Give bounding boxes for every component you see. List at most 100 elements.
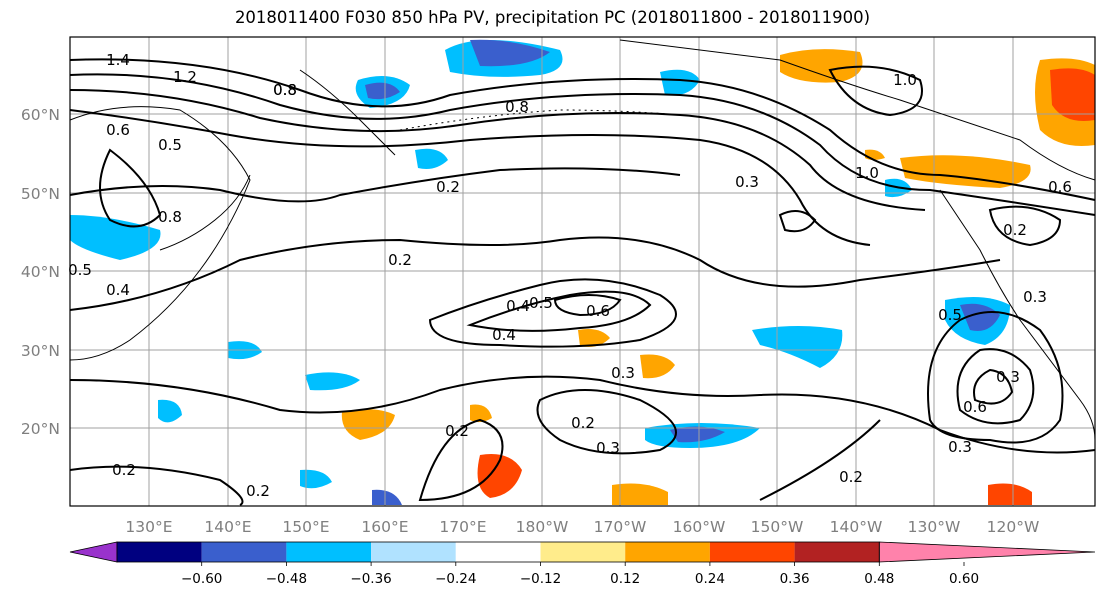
- colorbar-tick-label: −0.24: [435, 571, 476, 587]
- coastline-alaska: [619, 39, 1096, 181]
- contour-label: 0.6: [586, 302, 610, 320]
- pv-contour-line: [536, 389, 677, 455]
- contour-label: 0.2: [246, 482, 270, 500]
- pv-contour-line: [69, 167, 681, 203]
- pos-precip-region: [612, 483, 668, 505]
- pos-precip-region: [578, 329, 610, 347]
- neg-precip-region: [372, 489, 402, 505]
- neg-precip-region: [670, 426, 725, 443]
- pv-contour-line: [99, 148, 162, 228]
- pos-precip-region: [900, 155, 1031, 188]
- contour-label: 0.4: [106, 281, 130, 299]
- colorbar: −0.60 −0.48 −0.36 −0.24 −0.12 0.12 0.24 0.36 0.4…: [69, 541, 1096, 587]
- colorbar-swatch: [709, 542, 795, 562]
- colorbar-tick-label: 0.24: [695, 571, 725, 587]
- contour-label: 0.6: [963, 398, 987, 416]
- contour-label: 0.2: [445, 422, 469, 440]
- pos-precip-region: [640, 354, 675, 379]
- pv-contour-line: [69, 89, 926, 211]
- contour-label: 0.6: [1048, 178, 1072, 196]
- colorbar-swatch: [201, 542, 287, 562]
- colorbar-swatch: [117, 542, 202, 562]
- pos-precip-region: [1050, 68, 1095, 121]
- coastline-kamchatka: [299, 69, 396, 156]
- contour-label: 0.6: [106, 121, 130, 139]
- contour-label: 0.4: [492, 326, 516, 344]
- neg-precip-region: [660, 69, 700, 96]
- pv-contour-line: [69, 109, 871, 246]
- pv-contour-line: [778, 210, 817, 233]
- contour-label: 0.2: [839, 468, 863, 486]
- contour-label: 0.4: [506, 297, 530, 315]
- pos-precip-region: [477, 454, 522, 498]
- pv-contours: [69, 58, 1096, 506]
- lon-tick-label: 140°E: [204, 518, 251, 536]
- pv-contour-line: [988, 205, 1062, 247]
- contour-label: 0.3: [948, 438, 972, 456]
- lon-tick-label: 160°E: [361, 518, 408, 536]
- colorbar-swatch: [794, 542, 880, 562]
- pv-contour-line: [418, 418, 504, 502]
- contour-label: 0.2: [112, 461, 136, 479]
- colorbar-swatch: [286, 542, 372, 562]
- contour-labels: 1.41.20.60.50.80.80.80.2 0.3 1.00.60.50.40…: [68, 51, 1072, 500]
- contour-label: 0.3: [611, 364, 635, 382]
- contour-label: 0.2: [1003, 221, 1027, 239]
- contour-label: 0.2: [571, 414, 595, 432]
- pos-precip-region: [780, 49, 863, 83]
- pv-contour-line: [759, 419, 881, 501]
- neg-precip-region: [365, 82, 400, 100]
- coastlines: [69, 39, 1096, 441]
- neg-precip-region: [305, 372, 360, 391]
- neg-precip-region: [415, 148, 448, 169]
- colorbar-tick-label: −0.36: [350, 571, 391, 587]
- contour-label: 0.2: [388, 251, 412, 269]
- precipitation-shading: [70, 39, 1095, 505]
- colorbar-swatch: [455, 542, 541, 562]
- contour-label: 0.8: [273, 81, 297, 99]
- lat-tick-label: 40°N: [21, 263, 60, 281]
- contour-label: 0.3: [596, 439, 620, 457]
- lon-tick-label: 180°W: [516, 518, 569, 536]
- colorbar-tick-label: 0.48: [864, 571, 894, 587]
- lat-tick-label: 20°N: [21, 420, 60, 438]
- pv-contour-line: [927, 311, 1064, 444]
- pv-contour-line: [466, 290, 652, 332]
- contour-label: 0.8: [273, 81, 297, 99]
- colorbar-tick-label: −0.48: [266, 571, 307, 587]
- contour-label: 1.2: [173, 68, 197, 86]
- colorbar-tick-label: −0.12: [520, 571, 561, 587]
- contour-label: 0.5: [68, 261, 92, 279]
- colorbar-tick-label: 0.60: [949, 571, 979, 587]
- lon-tick-label: 130°E: [125, 518, 172, 536]
- pv-contour-line: [553, 294, 622, 317]
- colorbar-swatch: [371, 542, 456, 562]
- pv-contour-line: [956, 348, 1035, 425]
- colorbar-frame: [116, 541, 880, 563]
- colorbar-tick-label: −0.60: [181, 571, 222, 587]
- lon-tick-label: 140°W: [830, 518, 883, 536]
- contour-label: 1.4: [106, 51, 130, 69]
- pos-precip-region: [988, 483, 1032, 505]
- lon-tick-label: 120°W: [987, 518, 1040, 536]
- colorbar-tick-label: 0.12: [610, 571, 640, 587]
- coastline-aleutians: [399, 109, 681, 131]
- lat-tick-label: 60°N: [21, 106, 60, 124]
- lon-tick-label: 170°E: [439, 518, 486, 536]
- lon-tick-label: 160°W: [673, 518, 726, 536]
- colorbar-swatch: [625, 542, 710, 562]
- coastline-na-west: [939, 189, 1096, 441]
- pv-contour-line: [973, 368, 1014, 405]
- contour-label: 0.8: [158, 208, 182, 226]
- lat-tick-label: 30°N: [21, 342, 60, 360]
- contour-label: 0.5: [938, 306, 962, 324]
- lon-tick-label: 130°W: [908, 518, 961, 536]
- pos-precip-region: [341, 409, 395, 440]
- pos-precip-region: [865, 149, 885, 160]
- lon-tick-label: 150°E: [282, 518, 329, 536]
- pv-contour-line: [69, 236, 1001, 311]
- contour-label: 0.3: [996, 368, 1020, 386]
- contour-label: 0.3: [735, 173, 759, 191]
- map-title: 2018011400 F030 850 hPa PV, precipitatio…: [234, 8, 871, 27]
